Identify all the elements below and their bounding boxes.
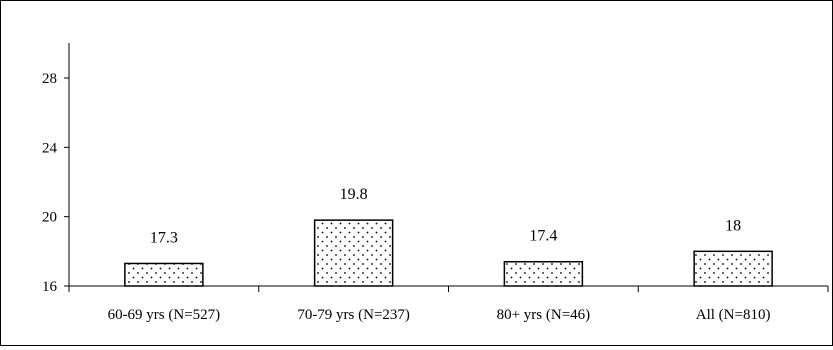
bar (503, 260, 584, 287)
y-tick-label: 20 (42, 210, 57, 226)
bar (693, 250, 773, 287)
bar (313, 219, 394, 287)
x-tick-label: 80+ yrs (N=46) (497, 307, 591, 323)
bar (124, 262, 204, 287)
y-tick-label: 16 (42, 279, 58, 295)
x-tick-label: 60-69 yrs (N=527) (108, 307, 221, 323)
bars (124, 219, 773, 287)
data-label: 18 (725, 217, 741, 234)
data-label: 17.3 (150, 229, 178, 246)
data-label: 17.4 (529, 228, 557, 245)
x-tick-label: 70-79 yrs (N=237) (297, 307, 410, 323)
x-tick-label: All (N=810) (696, 307, 771, 323)
y-tick-label: 28 (42, 71, 57, 87)
data-label: 19.8 (340, 186, 368, 203)
y-tick-label: 24 (42, 140, 58, 156)
labels: 17.3 60-69 yrs (N=527) 19.8 70-79 yrs (N=23… (108, 186, 771, 323)
